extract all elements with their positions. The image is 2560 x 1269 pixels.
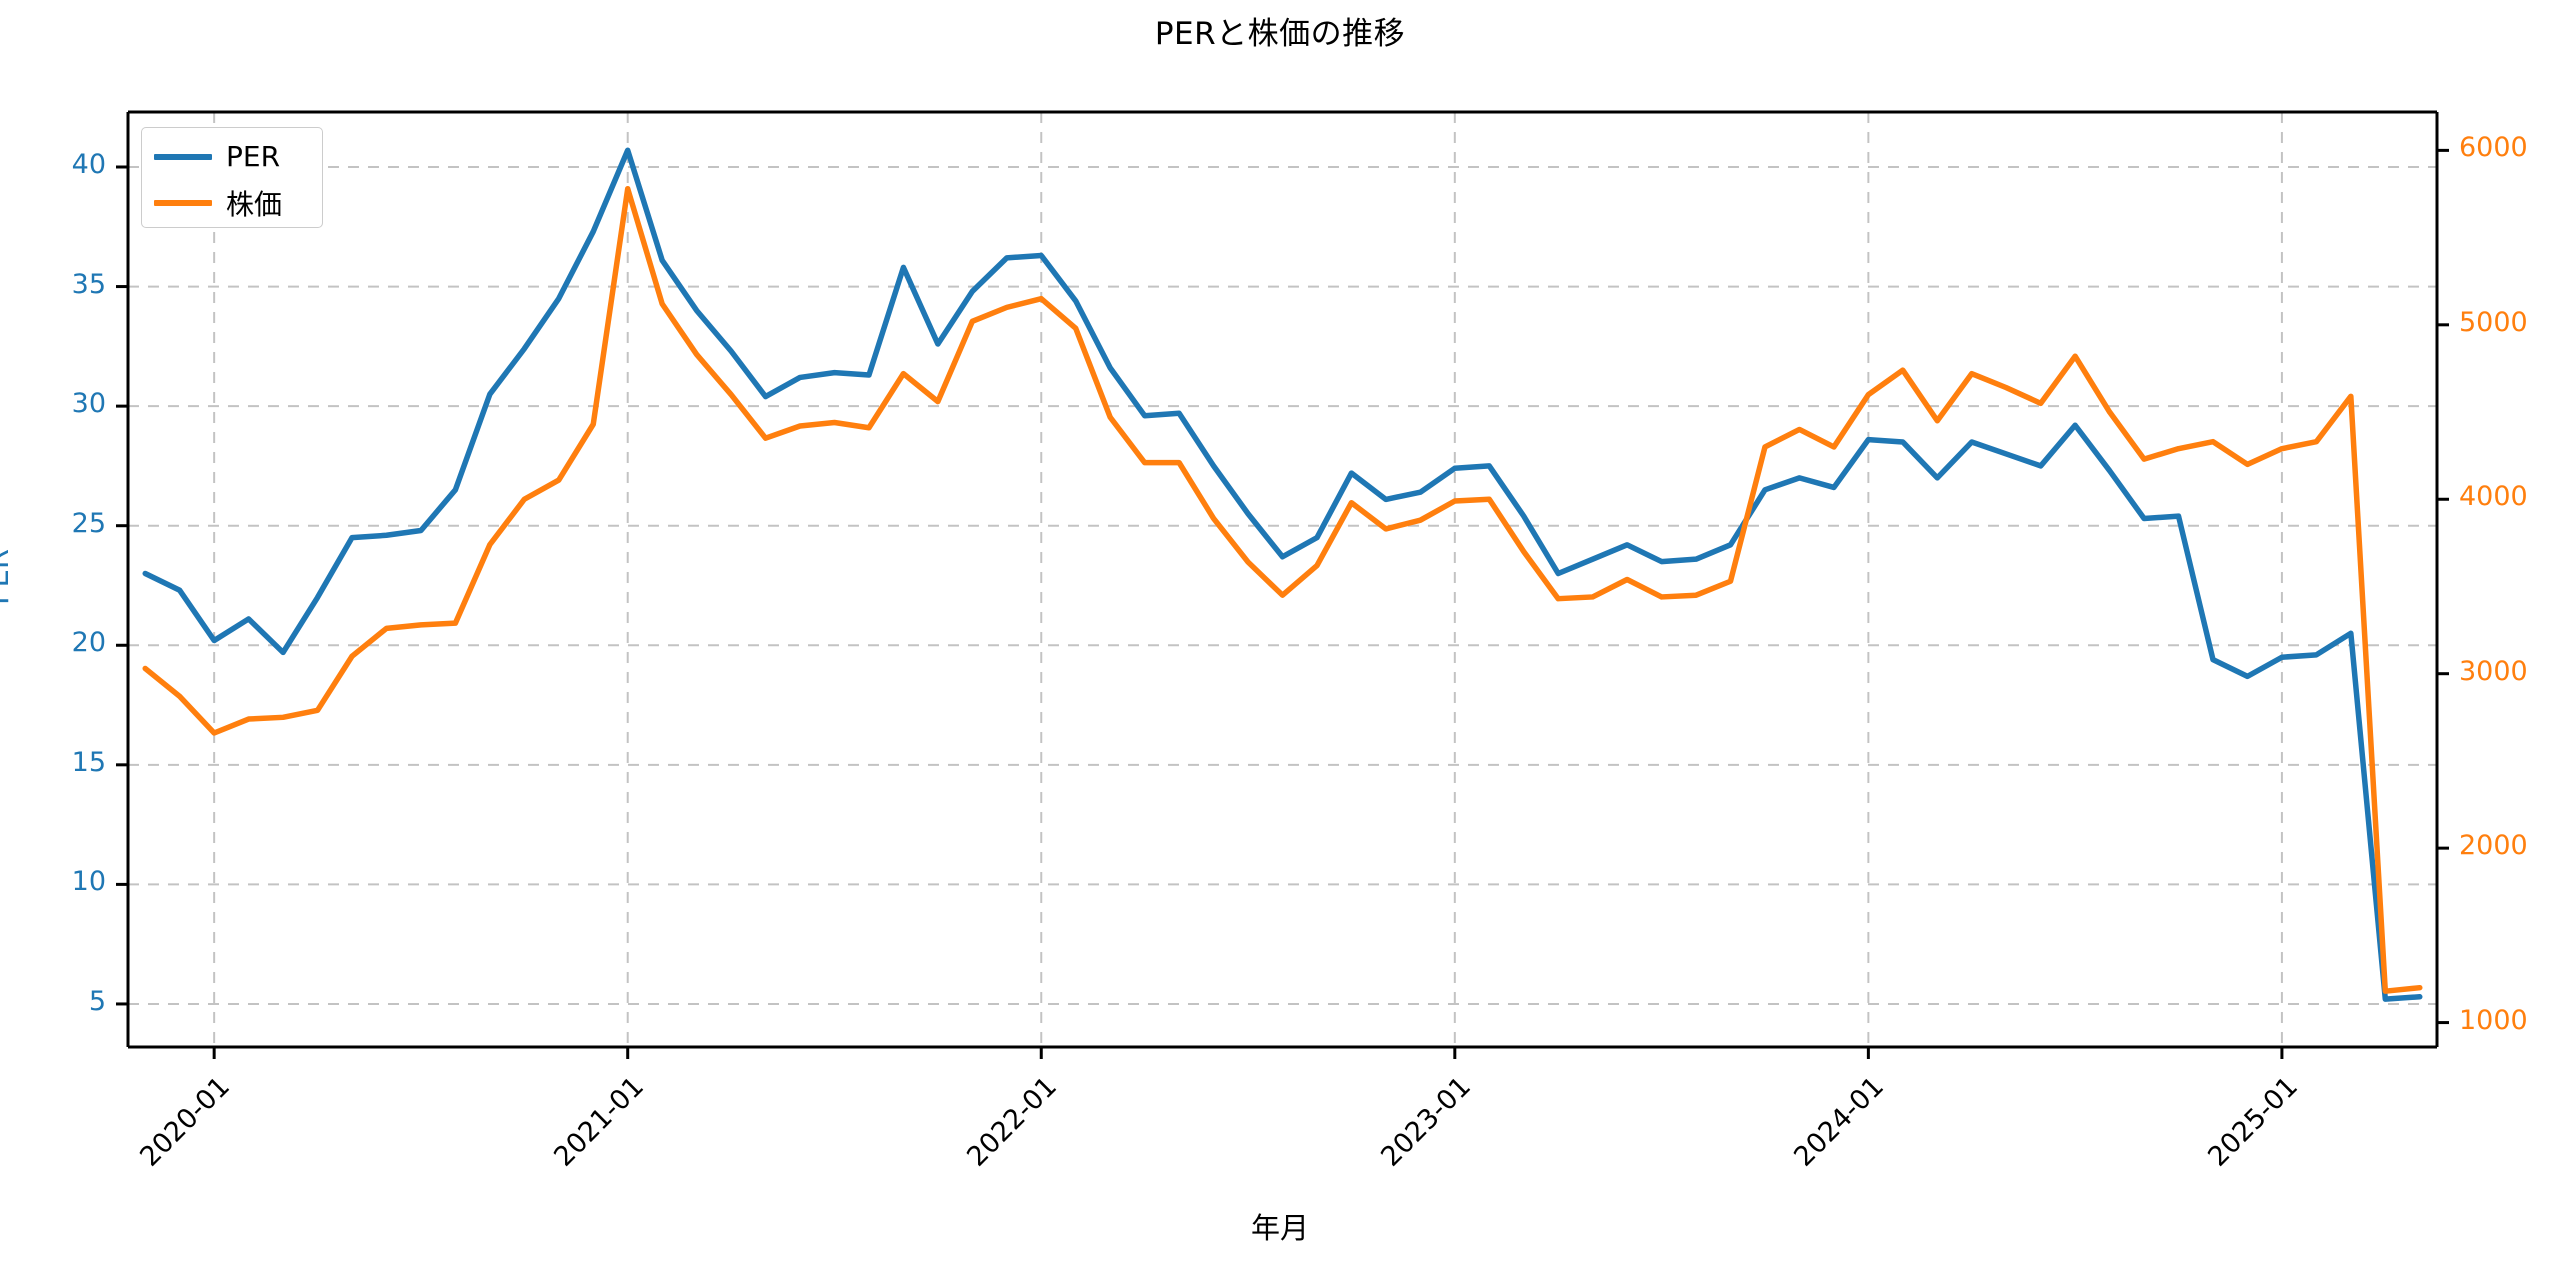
y-tick-label-right: 1000 [2459,1004,2528,1036]
y-tick-label-right: 4000 [2459,481,2528,513]
series-line-株価 [142,186,2423,994]
legend-item-label: 株価 [226,187,283,221]
y-tick-label-left: 20 [71,627,106,659]
y-tick-label-left: 5 [88,985,106,1017]
legend-item-label: PER [226,140,281,173]
y-tick-label-right: 3000 [2459,655,2528,687]
y-tick-label-left: 10 [71,866,106,898]
plot-background [128,112,2437,1047]
y-tick-label-right: 2000 [2459,830,2528,862]
y-tick-label-left: 35 [71,268,106,300]
y-tick-label-left: 30 [71,388,106,420]
series-line-PER [142,147,2423,1002]
chart-legend: PER 株価 [141,127,323,228]
legend-color-swatch [154,199,212,206]
chart-title: PERと株価の推移 [1154,16,1406,52]
legend-color-swatch [154,153,212,160]
y-tick-label-left: 40 [71,149,106,180]
y-tick-label-right: 5000 [2459,306,2528,338]
legend-item[interactable]: PER [142,134,280,179]
y-tick-label-left: 25 [71,507,106,539]
x-axis-label: 年月 [1250,1211,1309,1245]
y-tick-label-right: 6000 [2459,132,2528,164]
legend-item[interactable]: 株価 [142,180,282,225]
y-tick-label-left: 15 [71,746,106,778]
